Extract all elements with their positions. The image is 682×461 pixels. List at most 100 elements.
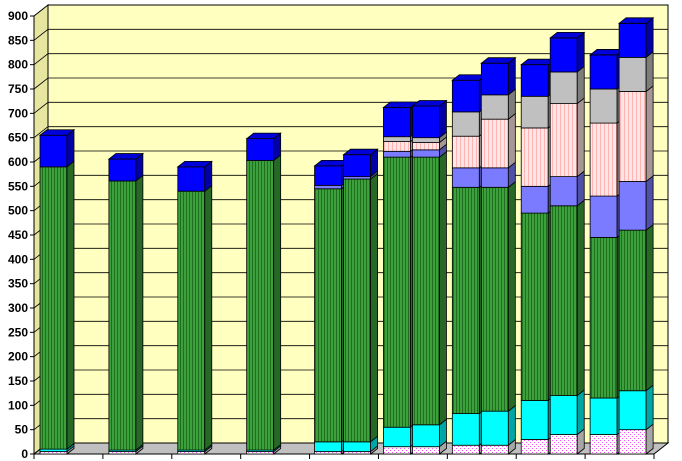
bar-1 (38, 128, 76, 455)
y-tick-label-700: 700 (8, 106, 28, 120)
bar-11 (520, 58, 557, 455)
bar-8-top (411, 100, 448, 107)
bar-14 (617, 16, 655, 455)
bar-2-segment-3-side (135, 174, 144, 451)
bar-14-segment-4 (618, 181, 647, 231)
bar-14-segment-7 (618, 22, 647, 58)
bar-14-segment-4-side (645, 175, 654, 231)
y-tick-label-100: 100 (8, 398, 28, 412)
bar-1-segment-3-side (66, 160, 75, 450)
bar-8-segment-3 (412, 156, 440, 426)
bar-14-segment-3-side (645, 223, 654, 392)
bar-12-segment-6 (549, 71, 578, 105)
gridline-800 (33, 53, 668, 65)
y-tick-label-600: 600 (8, 155, 28, 169)
bar-10-segment-1 (480, 444, 509, 455)
bar-10 (480, 56, 517, 455)
bar-10-segment-3-side (507, 180, 516, 412)
bar-10-segment-2 (480, 410, 509, 446)
bar-5-segment-7 (314, 165, 342, 186)
bar-3-segment-7 (177, 166, 206, 192)
bar-9-segment-7 (451, 79, 480, 113)
y-tick-label-800: 800 (8, 58, 28, 72)
y-tick-label-50: 50 (15, 423, 29, 437)
bar-10-segment-3 (480, 186, 509, 412)
bar-10-segment-6 (480, 94, 509, 120)
bar-14-segment-7-side (645, 16, 654, 59)
y-tick-label-200: 200 (8, 350, 28, 364)
bar-1-segment-7-side (66, 128, 75, 168)
y-tick-label-550: 550 (8, 179, 28, 193)
bar-9-segment-3 (451, 186, 480, 415)
bar-6-segment-2 (343, 441, 371, 452)
bar-1-segment-7 (39, 134, 68, 168)
bar-8 (411, 99, 448, 455)
bar-11-segment-6 (520, 95, 549, 129)
bar-8-segment-3-side (439, 150, 447, 426)
bar-9-segment-4 (451, 167, 480, 188)
bar-12 (549, 31, 586, 455)
bar-7-segment-2 (383, 426, 411, 448)
gridline-850 (33, 28, 668, 41)
bar-10-segment-7 (480, 62, 509, 96)
bar-12-segment-4 (549, 176, 578, 207)
bar-2-top (107, 153, 145, 160)
bar-12-segment-1 (549, 434, 578, 455)
bar-6-segment-3 (343, 178, 371, 443)
bar-10-segment-5 (480, 118, 509, 169)
bar-13-segment-6 (589, 88, 618, 124)
bar-9-segment-1 (451, 444, 480, 455)
y-tick-label-750: 750 (8, 82, 28, 96)
bar-9-segment-5 (451, 135, 480, 169)
bar-7-segment-7 (383, 107, 411, 138)
y-tick-label-400: 400 (8, 252, 28, 266)
bar-11-segment-4 (520, 185, 549, 214)
bar-2-segment-3 (108, 180, 137, 451)
bar-5-segment-3 (314, 188, 342, 443)
bar-10-segment-2-side (507, 404, 516, 447)
bar-5-segment-4 (314, 184, 342, 190)
y-tick-label-150: 150 (8, 374, 28, 388)
bar-6 (342, 148, 379, 455)
bar-4-segment-3 (246, 160, 275, 451)
bar-14-top (617, 17, 655, 24)
bar-12-segment-3-side (576, 199, 585, 397)
bar-8-segment-2 (412, 424, 440, 448)
bar-8-segment-7 (412, 105, 440, 139)
y-tick-label-0: 0 (21, 447, 28, 461)
bar-14-segment-5 (618, 91, 647, 182)
bar-14-segment-1 (618, 429, 647, 455)
bar-2-segment-7 (108, 158, 137, 182)
bar-10-segment-7-side (507, 56, 516, 96)
bar-7-segment-6 (383, 136, 411, 142)
bar-5-segment-2 (314, 441, 342, 452)
bar-8-segment-6 (412, 137, 440, 143)
bar-7-segment-1 (383, 446, 411, 455)
bar-12-segment-5-side (576, 97, 585, 178)
bar-8-segment-1 (412, 446, 440, 455)
bar-10-segment-4 (480, 167, 509, 188)
bars (38, 16, 655, 455)
bar-6-segment-3-side (370, 172, 378, 443)
bar-3-segment-3 (177, 190, 206, 451)
bar-14-segment-6 (618, 56, 647, 92)
bar-14-segment-2-side (645, 384, 654, 431)
bar-12-segment-5 (549, 103, 578, 177)
bar-12-segment-7-side (576, 31, 585, 73)
y-tick-label-250: 250 (8, 325, 28, 339)
y-tick-label-900: 900 (8, 9, 28, 23)
bar-7-segment-5 (383, 141, 411, 152)
bar-12-segment-2-side (576, 389, 585, 436)
bar-8-segment-4 (412, 149, 440, 158)
bar-1-top (38, 129, 76, 136)
bar-12-top (549, 32, 586, 39)
y-tick-label-500: 500 (8, 204, 28, 218)
bar-10-top (480, 57, 517, 64)
bar-9-segment-2 (451, 413, 480, 446)
bar-14-segment-2 (618, 390, 647, 431)
y-tick-label-650: 650 (8, 131, 28, 145)
bar-6-segment-7 (343, 154, 371, 177)
bar-14-segment-5-side (645, 85, 654, 183)
bar-4-segment-7 (246, 138, 275, 161)
bar-10-segment-5-side (507, 112, 516, 169)
